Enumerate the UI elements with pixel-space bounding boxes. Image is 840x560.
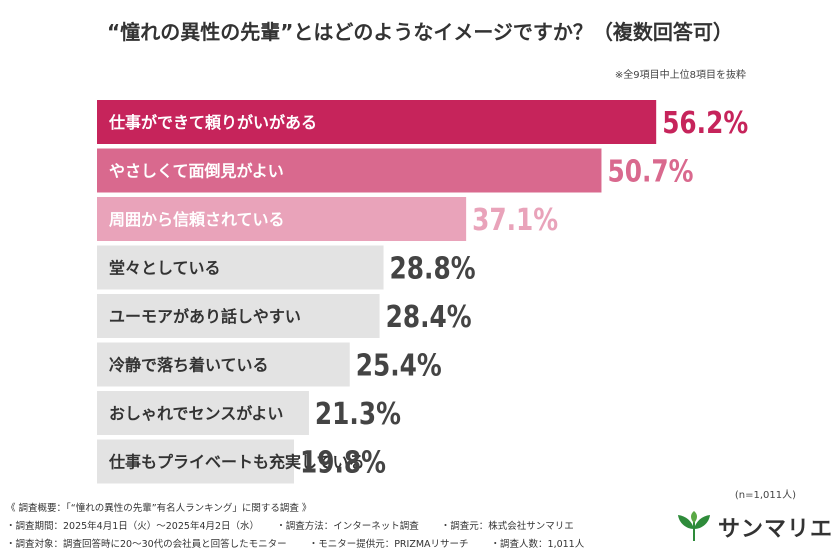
footer-heading: 《 調査概要：「“憧れの異性の先輩”有名人ランキング」に関する調査 》: [6, 503, 312, 514]
bar-4: [97, 245, 384, 290]
footer-method: ・調査方法：インターネット調査: [276, 521, 419, 532]
subset-note: ※全9項目中上位8項目を抜粋: [614, 70, 746, 81]
footer-period: ・調査期間：2025年4月1日（火）～2025年4月2日（水）: [6, 521, 255, 532]
bar-label-3: 周囲から信頼されている: [109, 210, 285, 229]
value-label-2: 50.7%: [607, 155, 693, 190]
footer-row-2: ・調査対象：調査回答時に20～30代の会社員と回答したモニター ・モニター提供元：…: [6, 536, 646, 554]
bar-label-4: 堂々としている: [109, 259, 221, 278]
footer-target: ・調査対象：調査回答時に20～30代の会社員と回答したモニター: [6, 539, 287, 550]
bar-1: [97, 100, 657, 144]
chart-title: “憧れの異性の先輩”とはどのようなイメージですか？（複数回答可）: [107, 20, 733, 44]
value-label-5: 28.4%: [386, 300, 472, 335]
bar-label-5: ユーモアがあり話しやすい: [109, 307, 301, 326]
bar-label-1: 仕事ができて頼りがいがある: [108, 113, 317, 132]
bar-label-8: 仕事もプライベートも充実している: [108, 453, 365, 472]
value-label-6: 25.4%: [356, 349, 442, 384]
footer-count: ・調査人数：1,011人: [490, 539, 585, 550]
bar-2: [97, 148, 602, 193]
bar-5: [97, 294, 380, 338]
leaf-icon: [678, 511, 710, 541]
value-label-1: 56.2%: [662, 106, 748, 141]
sample-size-note: (n=1,011人): [734, 490, 796, 501]
footer-provider: ・モニター提供元：PRIZMAリサーチ: [308, 539, 469, 550]
value-label-3: 37.1%: [472, 203, 558, 238]
bar-3: [97, 197, 467, 241]
footer-row-1: ・調査期間：2025年4月1日（火）～2025年4月2日（水） ・調査方法：インタ…: [6, 518, 646, 536]
brand-logo: サンマリエ: [676, 510, 833, 544]
bar-label-2: やさしくて面倒見がよい: [109, 162, 284, 181]
value-label-4: 28.8%: [390, 252, 476, 287]
bar-chart: 仕事ができて頼りがいがある 56.2% やさしくて面倒見がよい 50.7% 周囲から信頼…: [97, 100, 748, 484]
bar-label-6: 冷静で落ち着いている: [109, 356, 269, 375]
value-label-8: 19.8%: [300, 446, 386, 481]
bar-7: [97, 391, 309, 435]
survey-footer: 《 調査概要：「“憧れの異性の先輩”有名人ランキング」に関する調査 》 ・調査期…: [6, 500, 646, 554]
logo-text: サンマリエ: [718, 517, 834, 542]
bar-label-7: おしゃれでセンスがよい: [109, 404, 283, 423]
footer-source: ・調査元：株式会社サンマリエ: [440, 521, 574, 532]
bar-6: [97, 342, 350, 387]
value-label-7: 21.3%: [315, 397, 401, 432]
bar-8: [97, 439, 295, 484]
